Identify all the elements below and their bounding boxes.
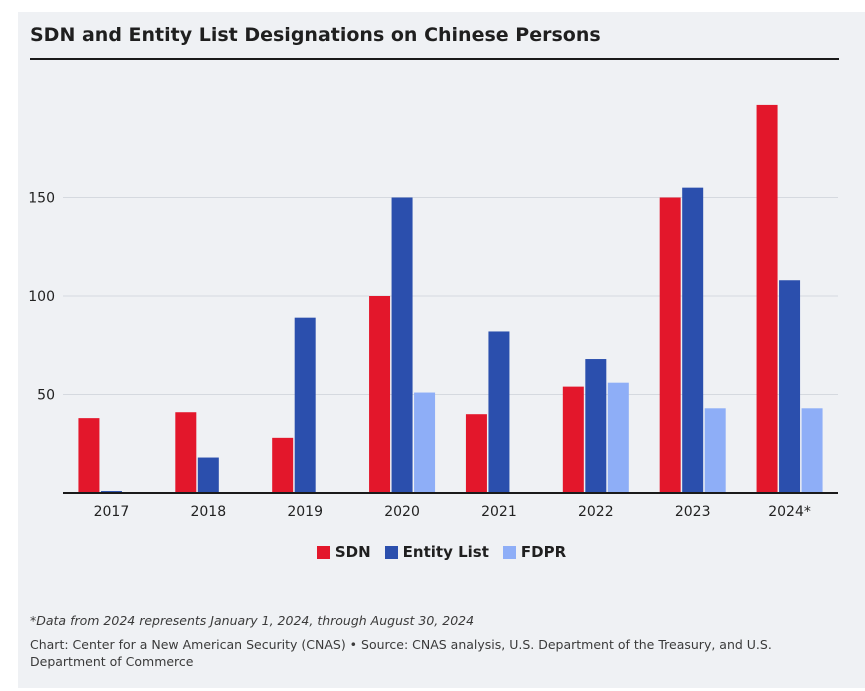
legend-item-sdn[interactable]: SDN [316, 543, 371, 561]
chart-footnote: *Data from 2024 represents January 1, 20… [30, 613, 475, 628]
bar-entity-list-2018 [197, 457, 219, 493]
bar-sdn-2021 [465, 414, 487, 493]
title-divider [30, 58, 839, 60]
bar-entity-list-2020 [391, 197, 413, 493]
bar-fdpr-2022 [607, 382, 629, 493]
bar-chart: 50 100 150 2017 2018 2019 2020 2021 2022 2023 2024… [28, 104, 838, 520]
x-tick-label-2023: 2023 [675, 504, 711, 520]
x-tick-label-2019: 2019 [287, 504, 323, 520]
x-tick-label-2020: 2020 [384, 504, 420, 520]
bar-sdn-2023 [659, 197, 681, 493]
chart-source: Chart: Center for a New American Securit… [30, 637, 772, 669]
x-tick-label-2017: 2017 [94, 504, 130, 520]
legend-label-sdn: SDN [334, 543, 371, 561]
bar-sdn-2024 [756, 104, 778, 493]
x-tick-label-2021: 2021 [481, 504, 517, 520]
legend-item-fdpr[interactable]: FDPR [502, 543, 567, 561]
legend-item-entity-list[interactable]: Entity List [384, 543, 489, 561]
y-tick-label-100: 100 [28, 289, 55, 305]
x-tick-label-2024: 2024* [768, 504, 811, 520]
chart-card: SDN and Entity List Designations on Chin… [18, 12, 865, 688]
legend-label-fdpr: FDPR [520, 543, 567, 561]
bar-sdn-2022 [562, 386, 584, 493]
bar-entity-list-2019 [294, 317, 316, 493]
bar-entity-list-2021 [488, 331, 510, 493]
bar-fdpr-2023 [704, 408, 726, 493]
bar-entity-list-2022 [585, 359, 607, 493]
bar-sdn-2018 [175, 412, 197, 493]
bar-sdn-2020 [369, 296, 391, 493]
x-tick-label-2022: 2022 [578, 504, 614, 520]
legend-swatch-fdpr [502, 545, 516, 559]
chart-title: SDN and Entity List Designations on Chin… [30, 24, 601, 46]
chart-legend: SDN Entity List FDPR [18, 543, 865, 561]
y-tick-label-150: 150 [28, 191, 55, 207]
bar-entity-list-2023 [682, 187, 704, 493]
bar-fdpr-2020 [414, 392, 436, 493]
bar-fdpr-2024 [801, 408, 823, 493]
y-tick-label-50: 50 [37, 388, 55, 404]
bar-sdn-2017 [78, 418, 100, 493]
bar-sdn-2019 [272, 437, 294, 493]
bar-entity-list-2024 [779, 280, 801, 493]
legend-swatch-sdn [316, 545, 330, 559]
legend-swatch-entity-list [384, 545, 398, 559]
x-tick-label-2018: 2018 [190, 504, 226, 520]
legend-label-entity-list: Entity List [402, 543, 489, 561]
